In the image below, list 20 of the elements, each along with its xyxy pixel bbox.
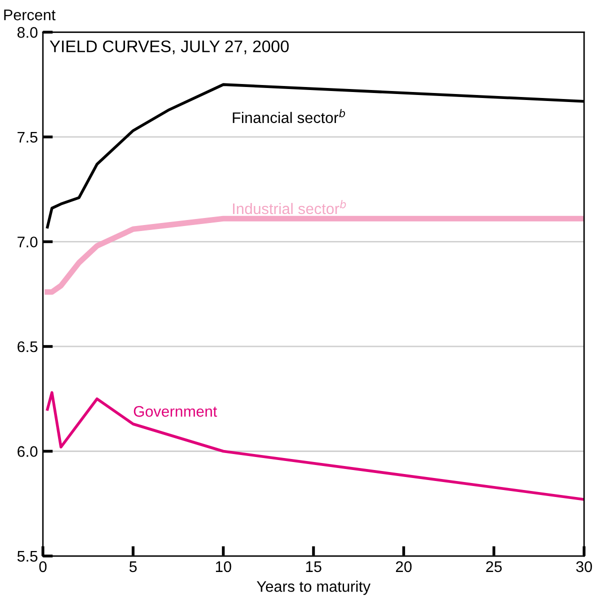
- chart-title: YIELD CURVES, JULY 27, 2000: [50, 40, 289, 54]
- y-tick-label: 8.0: [17, 27, 38, 38]
- y-tick-label: 7.5: [18, 132, 38, 143]
- y-tick-label: 6.0: [18, 446, 38, 457]
- y-tick-label: 6.5: [18, 341, 38, 352]
- x-tick-label: 30: [576, 561, 592, 572]
- y-tick-label: 5.5: [17, 551, 38, 562]
- x-tick-label: 10: [216, 561, 232, 572]
- y-tick-label: 7.0: [18, 236, 38, 248]
- series-label: Industrial sector$^{b}$: [233, 200, 346, 214]
- series-label: Financial sector$^{b}$: [232, 108, 346, 124]
- x-tick-label: 0: [39, 561, 47, 572]
- y-axis-title: Percent: [4, 10, 56, 20]
- x-axis-title: Years to maturity: [256, 580, 371, 595]
- x-tick-label: 25: [486, 561, 502, 572]
- line-series: [46, 391, 584, 501]
- x-tick-label: 15: [306, 561, 322, 572]
- series-label: Government: [134, 406, 218, 417]
- x-tick-label: 20: [396, 561, 412, 572]
- x-tick-label: 5: [129, 561, 137, 572]
